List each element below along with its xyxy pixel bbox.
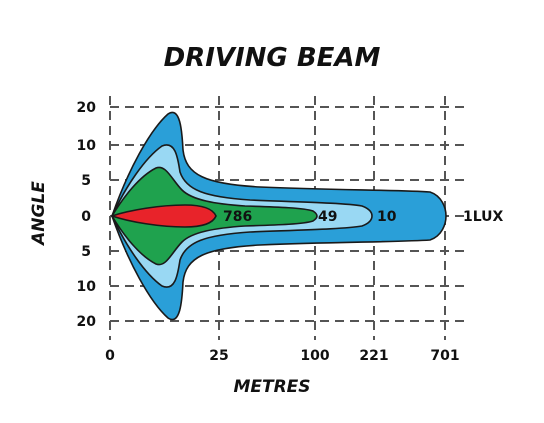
lux-label-49: 49 xyxy=(318,209,337,225)
zone-786 xyxy=(111,204,217,228)
lux-label-1lux: 1LUX xyxy=(463,209,504,225)
y-tick-label: 10 xyxy=(77,138,97,154)
y-tick-label: 0 xyxy=(81,209,91,225)
x-tick-label: 100 xyxy=(300,348,329,364)
y-tick-label: 20 xyxy=(77,100,97,116)
lux-label-786: 786 xyxy=(223,209,252,225)
x-axis-title: METRES xyxy=(233,377,310,397)
x-tick-label: 221 xyxy=(359,348,388,364)
x-axis-ticks: 0 25 100 221 701 xyxy=(105,348,459,364)
x-tick-label: 701 xyxy=(430,348,459,364)
beam-zones xyxy=(111,111,447,321)
y-tick-label: 10 xyxy=(77,279,97,295)
x-tick-label: 25 xyxy=(209,348,228,364)
lux-label-10: 10 xyxy=(377,209,397,225)
y-tick-label: 5 xyxy=(81,173,91,189)
y-tick-label: 20 xyxy=(77,314,97,330)
y-tick-label: 5 xyxy=(81,244,91,260)
x-tick-label: 0 xyxy=(105,348,115,364)
chart-title: DRIVING BEAM xyxy=(164,43,381,73)
y-axis-title: ANGLE xyxy=(29,181,49,247)
y-axis-ticks: 20 10 5 0 5 10 20 xyxy=(77,100,97,330)
